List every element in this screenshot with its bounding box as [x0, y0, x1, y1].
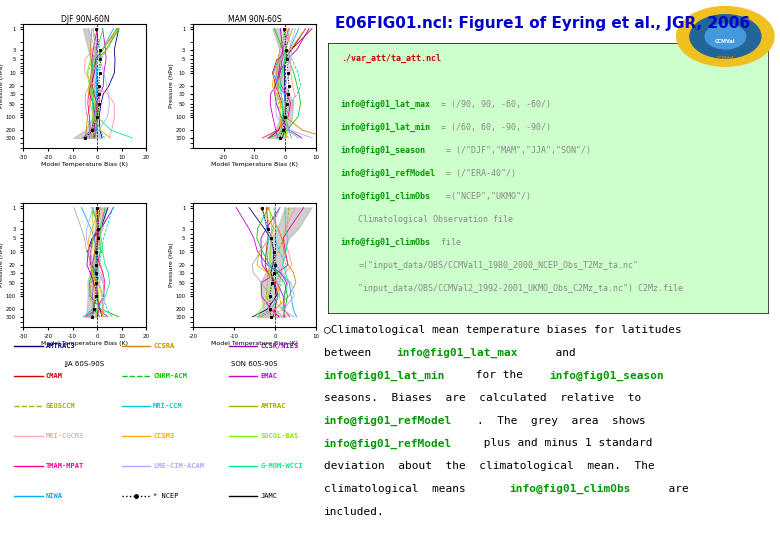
Text: info@fig01_lat_min: info@fig01_lat_min	[341, 123, 431, 132]
Text: SON 60S-90S: SON 60S-90S	[231, 361, 278, 367]
Text: .  The  grey  area  shows: . The grey area shows	[477, 416, 646, 426]
Circle shape	[677, 6, 774, 66]
Text: TMAM-MPAT: TMAM-MPAT	[46, 463, 84, 469]
Y-axis label: Pressure (hPa): Pressure (hPa)	[168, 242, 174, 287]
Text: CCSRA: CCSRA	[153, 343, 175, 349]
Text: = (/"ERA-40"/): = (/"ERA-40"/)	[441, 168, 516, 178]
Text: ./var_att/ta_att.ncl: ./var_att/ta_att.ncl	[341, 54, 441, 63]
Text: plus and minus 1 standard: plus and minus 1 standard	[477, 438, 653, 449]
Text: MRI-CGCM3: MRI-CGCM3	[46, 433, 84, 439]
Text: info@fig01_season: info@fig01_season	[341, 146, 426, 155]
Circle shape	[690, 15, 761, 58]
Text: * NCEP: * NCEP	[153, 492, 179, 498]
Text: AMTRAC: AMTRAC	[261, 403, 286, 409]
Text: CNRM-ACM: CNRM-ACM	[153, 373, 187, 379]
Text: CCMVal: CCMVal	[717, 56, 734, 60]
Text: seasons.  Biases  are  calculated  relative  to: seasons. Biases are calculated relative …	[324, 393, 641, 403]
Text: JAMC: JAMC	[261, 492, 278, 498]
Text: CMAM: CMAM	[46, 373, 62, 379]
Text: = (/60, 60, -90, -90/): = (/60, 60, -90, -90/)	[436, 123, 551, 132]
Y-axis label: Pressure (hPa): Pressure (hPa)	[168, 64, 174, 109]
Text: CCSR/NIES: CCSR/NIES	[261, 343, 299, 349]
Text: SOCOL-BAS: SOCOL-BAS	[261, 433, 299, 439]
Text: = (/90, 90, -60, -60/): = (/90, 90, -60, -60/)	[436, 100, 551, 109]
Text: info@fig01_season: info@fig01_season	[550, 370, 665, 381]
Text: info@fig01_climObs: info@fig01_climObs	[509, 484, 631, 494]
Text: for the: for the	[469, 370, 537, 381]
Text: GEOSCCM: GEOSCCM	[46, 403, 76, 409]
Text: =("input_data/OBS/CCMVal1_1980_2000_NCEP_Obs_T2Mz_ta.nc": =("input_data/OBS/CCMVal1_1980_2000_NCEP…	[359, 261, 639, 269]
Text: info@fig01_climObs: info@fig01_climObs	[341, 238, 431, 247]
Text: G-MOM-WCCI: G-MOM-WCCI	[261, 463, 303, 469]
Text: climatological  means: climatological means	[324, 484, 479, 494]
Text: JJA 60S-90S: JJA 60S-90S	[65, 361, 105, 367]
Text: info@fig01_refModel: info@fig01_refModel	[324, 416, 452, 426]
Text: info@fig01_climObs: info@fig01_climObs	[341, 192, 431, 201]
Title: DJF 90N-60N: DJF 90N-60N	[61, 15, 109, 24]
Text: MRI-CCM: MRI-CCM	[153, 403, 183, 409]
Text: CCMVal: CCMVal	[715, 39, 736, 44]
X-axis label: Model Temperature Bias (K): Model Temperature Bias (K)	[41, 162, 129, 167]
X-axis label: Model Temperature Bias (K): Model Temperature Bias (K)	[211, 341, 298, 346]
X-axis label: Model Temperature Bias (K): Model Temperature Bias (K)	[41, 341, 129, 346]
Text: =("NCEP","UKMO"/): =("NCEP","UKMO"/)	[436, 192, 531, 201]
Y-axis label: Pressure (hPa): Pressure (hPa)	[0, 242, 4, 287]
Text: file: file	[436, 238, 461, 247]
Text: EMAC: EMAC	[261, 373, 278, 379]
Text: ○Climatological mean temperature biases for latitudes: ○Climatological mean temperature biases …	[324, 325, 682, 335]
Text: included.: included.	[324, 507, 385, 517]
Text: "input_data/OBS/CCMVal2_1992-2001_UKMO_Obs_C2Mz_ta.nc") C2Mz.file: "input_data/OBS/CCMVal2_1992-2001_UKMO_O…	[359, 284, 683, 293]
Y-axis label: Pressure (hPa): Pressure (hPa)	[0, 64, 4, 109]
Text: are: are	[654, 484, 689, 494]
Text: deviation  about  the  climatological  mean.  The: deviation about the climatological mean.…	[324, 461, 654, 471]
Text: between: between	[324, 348, 385, 358]
Circle shape	[705, 24, 746, 49]
Text: = (/"DJF","MAM","JJA","SON"/): = (/"DJF","MAM","JJA","SON"/)	[431, 146, 590, 155]
Text: info@fig01_refModel: info@fig01_refModel	[341, 168, 436, 178]
Text: AMTRAC3: AMTRAC3	[46, 343, 76, 349]
Text: info@fig01_lat_max: info@fig01_lat_max	[341, 100, 431, 109]
Title: MAM 90N-60S: MAM 90N-60S	[228, 15, 282, 24]
Text: E06FIG01.ncl: Figure1 of Eyring et al., JGR, 2006: E06FIG01.ncl: Figure1 of Eyring et al., …	[335, 16, 750, 31]
Text: info@fig01_lat_max: info@fig01_lat_max	[396, 348, 518, 358]
Text: LME-CIM-ACAM: LME-CIM-ACAM	[153, 463, 204, 469]
Text: info@fig01_lat_min: info@fig01_lat_min	[324, 370, 445, 381]
Text: and: and	[541, 348, 576, 358]
Text: info@fig01_refModel: info@fig01_refModel	[324, 438, 452, 449]
Text: Climatological Observation file: Climatological Observation file	[359, 215, 513, 224]
Text: CCSM3: CCSM3	[153, 433, 175, 439]
Text: NIWA: NIWA	[46, 492, 62, 498]
X-axis label: Model Temperature Bias (K): Model Temperature Bias (K)	[211, 162, 298, 167]
